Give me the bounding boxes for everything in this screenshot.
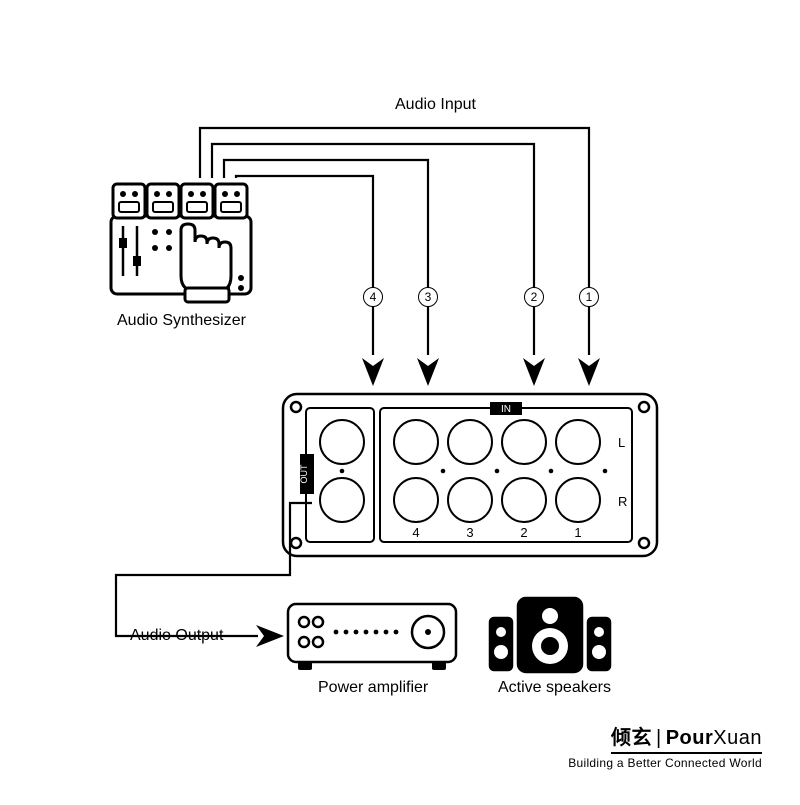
output-arrowhead — [256, 625, 284, 647]
cable-num-4: 4 — [363, 287, 383, 307]
power-amplifier-icon — [288, 604, 456, 670]
brand-tagline: Building a Better Connected World — [568, 756, 762, 770]
audio-output-label: Audio Output — [130, 627, 223, 645]
panel-l: L — [618, 435, 625, 450]
input-cables — [200, 128, 589, 355]
patch-panel: OUT IN L R — [283, 394, 657, 556]
panel-col-2: 2 — [520, 525, 527, 540]
active-speakers-label: Active speakers — [498, 679, 611, 697]
cable-num-1: 1 — [579, 287, 599, 307]
input-arrowheads — [362, 358, 600, 386]
active-speakers-icon — [490, 598, 610, 672]
out-tag: OUT — [299, 464, 309, 484]
in-tag: IN — [501, 404, 511, 415]
cable-num-2: 2 — [524, 287, 544, 307]
panel-r: R — [618, 494, 627, 509]
audio-synthesizer-icon — [111, 184, 251, 302]
panel-col-3: 3 — [466, 525, 473, 540]
panel-col-4: 4 — [412, 525, 419, 540]
brand-name: 倾玄|PourXuan — [611, 721, 762, 754]
branding-block: 倾玄|PourXuan Building a Better Connected … — [568, 721, 762, 770]
power-amplifier-label: Power amplifier — [318, 679, 428, 697]
audio-synthesizer-label: Audio Synthesizer — [117, 312, 246, 330]
cable-num-3: 3 — [418, 287, 438, 307]
panel-col-1: 1 — [574, 525, 581, 540]
audio-input-label: Audio Input — [395, 96, 476, 114]
